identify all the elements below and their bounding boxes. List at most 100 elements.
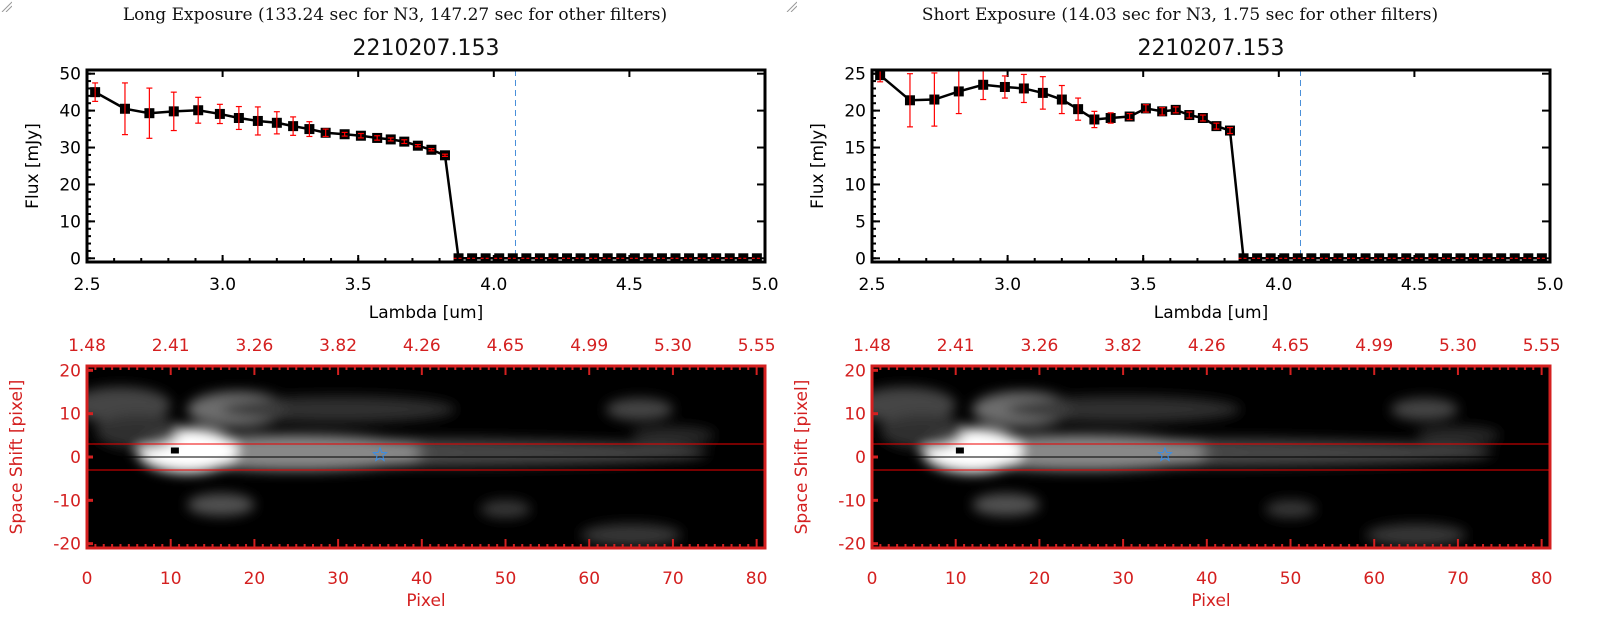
x-axis-label: Lambda [um]	[1154, 303, 1268, 323]
image-x-tick-label: 70	[662, 569, 684, 589]
y-tick-label: 30	[59, 139, 81, 159]
resize-grip-icon[interactable]	[785, 0, 797, 12]
wavelength-tick-label: 5.30	[1439, 336, 1477, 356]
plot-frame	[870, 68, 1552, 264]
wavelength-tick-label: 5.55	[1523, 336, 1561, 356]
wavelength-tick-label: 3.26	[235, 336, 273, 356]
data-point	[1347, 253, 1358, 264]
image-x-tick-label: 60	[1363, 569, 1385, 589]
emission-blob	[187, 493, 255, 516]
emission-blob	[480, 500, 531, 518]
star-icon	[1156, 446, 1173, 462]
emission-blob	[95, 413, 180, 449]
x-tick-label: 3.5	[345, 275, 372, 295]
data-point	[1238, 253, 1249, 264]
peak-marker	[170, 447, 179, 454]
resize-grip-icon[interactable]	[0, 0, 12, 12]
image-x-tick-label: 20	[1029, 569, 1051, 589]
panel-title: Long Exposure (133.24 sec for N3, 147.27…	[122, 5, 668, 25]
image-x-axis-label: Pixel	[406, 591, 445, 611]
x-tick-label: 2.5	[858, 275, 885, 295]
image-x-tick-label: 20	[244, 569, 266, 589]
long-exposure-panel: Long Exposure (133.24 sec for N3, 147.27…	[0, 0, 790, 630]
image-x-tick-label: 10	[945, 569, 967, 589]
panel-title: Short Exposure (14.03 sec for N3, 1.75 s…	[921, 5, 1439, 25]
spectrum-title: 2210207.153	[352, 36, 500, 61]
y-axis-label: Flux [mJy]	[808, 123, 828, 209]
image-x-tick-label: 0	[82, 569, 93, 589]
image-y-tick-label: 20	[844, 361, 866, 381]
image-x-tick-label: 30	[327, 569, 349, 589]
y-tick-label: 0	[70, 249, 81, 269]
emission-blob	[220, 395, 456, 423]
long-exposure-chart: 2.5 3.0 3.5 4.0 4.5 5.0 0 10 20 30 40 50 Lambda [um]…	[7, 65, 779, 611]
emission-blob	[1415, 426, 1500, 445]
image-y-tick-label: -10	[838, 491, 866, 511]
y-tick-label: 10	[59, 212, 81, 232]
image-y-tick-label: 10	[844, 405, 866, 425]
x-tick-label: 4.0	[1265, 275, 1292, 295]
image-y-tick-label: 0	[855, 448, 866, 468]
emission-blob	[880, 413, 965, 449]
wavelength-tick-label: 4.99	[570, 336, 608, 356]
wavelength-tick-label: 3.82	[1104, 336, 1142, 356]
data-point	[1401, 253, 1412, 264]
image-x-tick-label: 30	[1112, 569, 1134, 589]
image-y-tick-label: -10	[53, 491, 81, 511]
y-tick-label: 20	[844, 102, 866, 122]
image-y-tick-label: 0	[70, 448, 81, 468]
x-tick-label: 4.5	[616, 275, 643, 295]
image-y-tick-label: -20	[53, 535, 81, 555]
y-tick-label: 50	[59, 65, 81, 85]
image-y-tick-label: 20	[59, 361, 81, 381]
star-icon	[371, 446, 388, 462]
x-tick-label: 3.0	[209, 275, 236, 295]
emission-blob	[1005, 395, 1241, 423]
wavelength-tick-label: 5.30	[654, 336, 692, 356]
wavelength-tick-label: 1.48	[853, 336, 891, 356]
plot-frame	[85, 68, 767, 264]
image-x-tick-label: 60	[578, 569, 600, 589]
y-tick-label: 10	[844, 175, 866, 195]
peak-marker	[955, 447, 964, 454]
y-tick-label: 20	[59, 175, 81, 195]
image-x-tick-label: 80	[746, 569, 768, 589]
short-exposure-chart: 2.5 3.0 3.5 4.0 4.5 5.0 0 5 10 15 20 25 Lambda [um] F…	[792, 65, 1564, 611]
y-tick-label: 5	[855, 212, 866, 232]
data-point	[1523, 253, 1534, 264]
image-x-tick-label: 0	[867, 569, 878, 589]
y-tick-label: 0	[855, 249, 866, 269]
wavelength-tick-label: 1.48	[68, 336, 106, 356]
wavelength-tick-label: 2.41	[152, 336, 190, 356]
image-x-axis-label: Pixel	[1191, 591, 1230, 611]
emission-blob	[630, 426, 715, 445]
wavelength-tick-label: 3.82	[319, 336, 357, 356]
wavelength-tick-label: 3.26	[1020, 336, 1058, 356]
image-x-tick-label: 40	[411, 569, 433, 589]
image-x-tick-label: 50	[495, 569, 517, 589]
image-blobs	[87, 387, 715, 547]
wavelength-tick-label: 5.55	[738, 336, 776, 356]
x-tick-label: 3.5	[1130, 275, 1157, 295]
emission-blob	[972, 493, 1040, 516]
emission-blob	[1365, 523, 1467, 547]
wavelength-tick-label: 4.65	[1272, 336, 1310, 356]
data-point	[1292, 253, 1303, 264]
x-tick-label: 4.5	[1401, 275, 1428, 295]
y-tick-label: 25	[844, 65, 866, 85]
emission-blob	[1390, 398, 1459, 421]
image-y-tick-label: 10	[59, 405, 81, 425]
wavelength-tick-label: 4.65	[487, 336, 525, 356]
image-x-tick-label: 80	[1531, 569, 1553, 589]
x-tick-label: 4.0	[480, 275, 507, 295]
x-tick-label: 2.5	[73, 275, 100, 295]
emission-blob	[1265, 500, 1316, 518]
image-y-axis-label: Space Shift [pixel]	[7, 380, 27, 535]
emission-blob	[605, 398, 674, 421]
spectrum-title: 2210207.153	[1137, 36, 1285, 61]
emission-blob	[1197, 441, 1467, 464]
image-y-axis-label: Space Shift [pixel]	[792, 380, 812, 535]
y-tick-label: 15	[844, 139, 866, 159]
wavelength-tick-label: 2.41	[937, 336, 975, 356]
x-axis-label: Lambda [um]	[369, 303, 483, 323]
